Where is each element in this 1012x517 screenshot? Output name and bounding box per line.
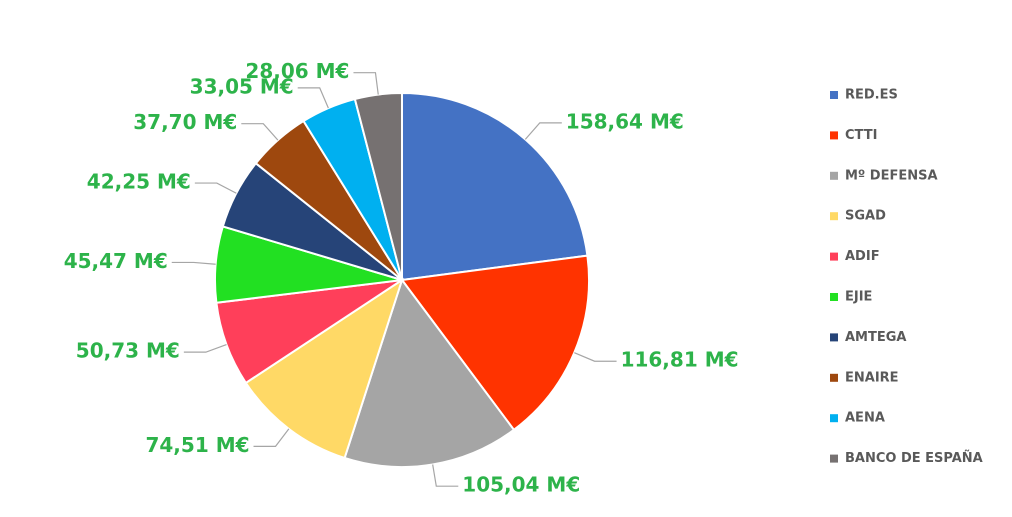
leader-line	[241, 123, 279, 141]
value-label: 42,25 M€	[87, 170, 191, 194]
legend-swatch	[830, 454, 838, 463]
legend-label: AENA	[845, 411, 885, 426]
value-label: 158,64 M€	[566, 109, 684, 133]
legend-label: SGAD	[845, 209, 886, 224]
legend-swatch	[830, 171, 838, 180]
legend-label: EJIE	[845, 290, 872, 305]
legend-label: BANCO DE ESPAÑA	[845, 450, 983, 466]
leader-line	[432, 464, 459, 487]
leader-line	[183, 343, 227, 353]
value-label: 105,04 M€	[462, 473, 580, 497]
legend-swatch	[830, 293, 838, 301]
legend-label: ENAIRE	[845, 370, 899, 385]
legend-swatch	[830, 91, 838, 99]
legend-label: ADIF	[845, 249, 880, 264]
legend-swatch	[830, 333, 838, 342]
legend-label: CTTI	[845, 128, 877, 143]
legend-swatch	[830, 131, 838, 140]
value-label: 116,81 M€	[621, 348, 739, 372]
legend-label: Mº DEFENSA	[845, 168, 938, 183]
value-label: 37,70 M€	[133, 110, 237, 134]
pie-slice	[353, 91, 403, 281]
value-label: 28,06 M€	[245, 59, 349, 83]
leader-line	[171, 261, 216, 265]
value-label: 45,47 M€	[64, 249, 168, 273]
leader-line	[353, 72, 379, 95]
legend-swatch	[830, 373, 838, 382]
leader-line	[253, 428, 290, 447]
pie-slice	[401, 91, 589, 282]
legend-swatch	[830, 414, 838, 423]
legend-swatch	[830, 212, 838, 221]
legend-label: AMTEGA	[845, 330, 906, 345]
leader-line	[297, 87, 329, 109]
value-label: 50,73 M€	[76, 339, 180, 363]
value-label: 33,05 M€	[190, 74, 294, 98]
leader-line	[574, 352, 617, 362]
leader-line	[524, 122, 562, 140]
leader-line	[194, 182, 237, 194]
legend-swatch	[830, 252, 838, 261]
legend-label: RED.ES	[845, 88, 898, 103]
value-label: 74,51 M€	[145, 433, 249, 457]
